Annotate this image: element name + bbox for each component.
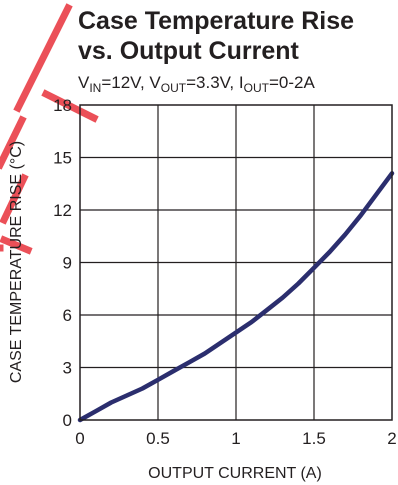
x-tick-label: 0 <box>75 429 84 448</box>
chart-title-line2: vs. Output Current <box>78 37 300 65</box>
y-axis-label: CASE TEMPERATURE RISE (°C) <box>8 141 25 383</box>
y-tick-label: 3 <box>63 359 72 378</box>
x-tick-label: 1.5 <box>302 429 326 448</box>
watermark-logo <box>0 3 99 255</box>
subtitle-iout-val: =0-2A <box>269 73 315 92</box>
subtitle-v1: V <box>78 73 90 92</box>
subtitle-in: IN <box>89 81 101 95</box>
subtitle-i: I <box>239 73 244 92</box>
subtitle-v2: V <box>149 73 161 92</box>
y-tick-label: 12 <box>53 201 72 220</box>
series-line-0 <box>77 171 395 423</box>
subtitle-in-val: =12V, <box>101 73 149 92</box>
y-tick-labels: 0 3 6 9 12 15 18 <box>53 96 72 430</box>
series-layer <box>77 171 395 423</box>
x-axis-label: OUTPUT CURRENT (A) <box>148 465 322 482</box>
chart-title-line1: Case Temperature Rise <box>78 7 354 35</box>
y-tick-label: 9 <box>63 254 72 273</box>
x-tick-label: 0.5 <box>146 429 170 448</box>
y-tick-label: 18 <box>53 96 72 115</box>
y-tick-label: 6 <box>63 306 72 325</box>
y-tick-label: 0 <box>63 411 72 430</box>
plot-frame <box>79 104 393 421</box>
x-tick-label: 1 <box>231 429 240 448</box>
grid <box>80 105 392 420</box>
subtitle-out: OUT <box>161 81 187 95</box>
x-tick-label: 2 <box>387 429 396 448</box>
subtitle-iout: OUT <box>244 81 270 95</box>
x-tick-labels: 0 0.5 1 1.5 2 <box>75 429 396 448</box>
subtitle-out-val: =3.3V, <box>186 73 239 92</box>
y-tick-label: 15 <box>53 149 72 168</box>
chart-subtitle: VIN=12V, VOUT=3.3V, IOUT=0-2A <box>78 73 315 95</box>
